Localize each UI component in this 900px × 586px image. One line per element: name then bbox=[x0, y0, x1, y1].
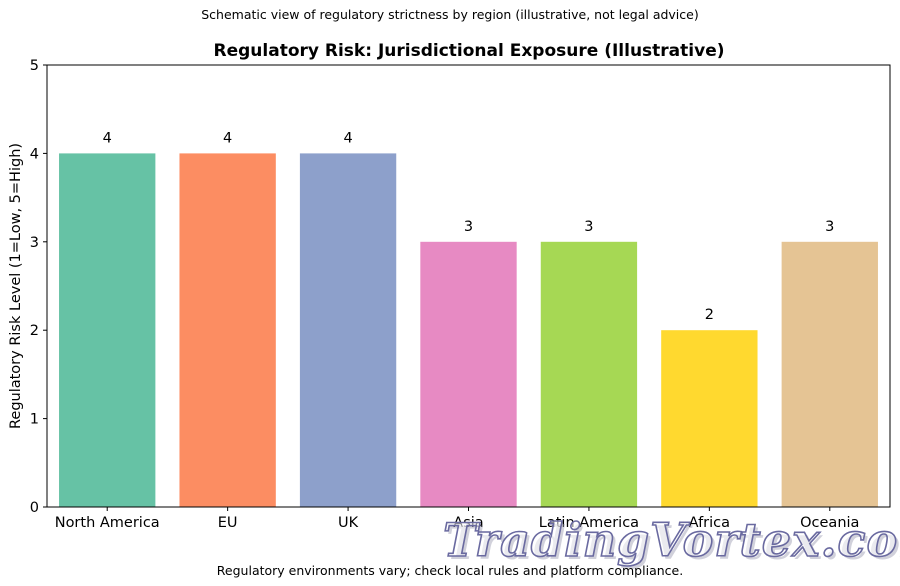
data-label: 3 bbox=[825, 219, 834, 235]
data-label: 2 bbox=[705, 307, 714, 323]
y-tick-label: 2 bbox=[30, 323, 39, 339]
bar bbox=[299, 153, 397, 507]
x-tick-label: Africa bbox=[689, 515, 730, 531]
chart-title: Regulatory Risk: Jurisdictional Exposure… bbox=[214, 41, 725, 61]
data-label: 3 bbox=[584, 219, 593, 235]
bar bbox=[59, 153, 156, 507]
y-tick-label: 3 bbox=[30, 235, 39, 251]
chart-footnote: Regulatory environments vary; check loca… bbox=[217, 563, 683, 578]
y-axis-label: Regulatory Risk Level (1=Low, 5=High) bbox=[8, 143, 24, 429]
x-tick-label: Latin America bbox=[539, 515, 639, 531]
y-tick-label: 1 bbox=[30, 412, 39, 428]
watermark-logo: TradingVortex.com TradingVortex.com bbox=[442, 512, 900, 570]
chart-suptitle: Schematic view of regulatory strictness … bbox=[201, 7, 698, 22]
axes-frame bbox=[46, 64, 891, 508]
watermark-text: TradingVortex.com bbox=[443, 513, 900, 567]
watermark-shadow: TradingVortex.com bbox=[446, 516, 900, 570]
plot-area: 4 North America 4 EU 4 UK 3 Asia 3 Latin America 2… bbox=[30, 58, 891, 531]
x-tick-label: Oceania bbox=[800, 515, 859, 531]
x-tick-label: EU bbox=[218, 515, 238, 531]
data-label: 3 bbox=[464, 219, 473, 235]
bar bbox=[781, 241, 878, 508]
x-tick-label: Asia bbox=[453, 515, 483, 531]
data-label: 4 bbox=[343, 130, 352, 146]
bar bbox=[661, 330, 758, 507]
bar bbox=[179, 153, 276, 507]
bar bbox=[540, 241, 638, 508]
y-tick-label: 4 bbox=[30, 146, 39, 162]
x-tick-label: North America bbox=[55, 515, 160, 531]
y-tick-label: 0 bbox=[30, 500, 39, 516]
x-tick-label: UK bbox=[338, 515, 359, 531]
data-label: 4 bbox=[103, 130, 112, 146]
y-tick-label: 5 bbox=[30, 58, 39, 74]
bar bbox=[420, 241, 517, 508]
data-label: 4 bbox=[223, 130, 232, 146]
